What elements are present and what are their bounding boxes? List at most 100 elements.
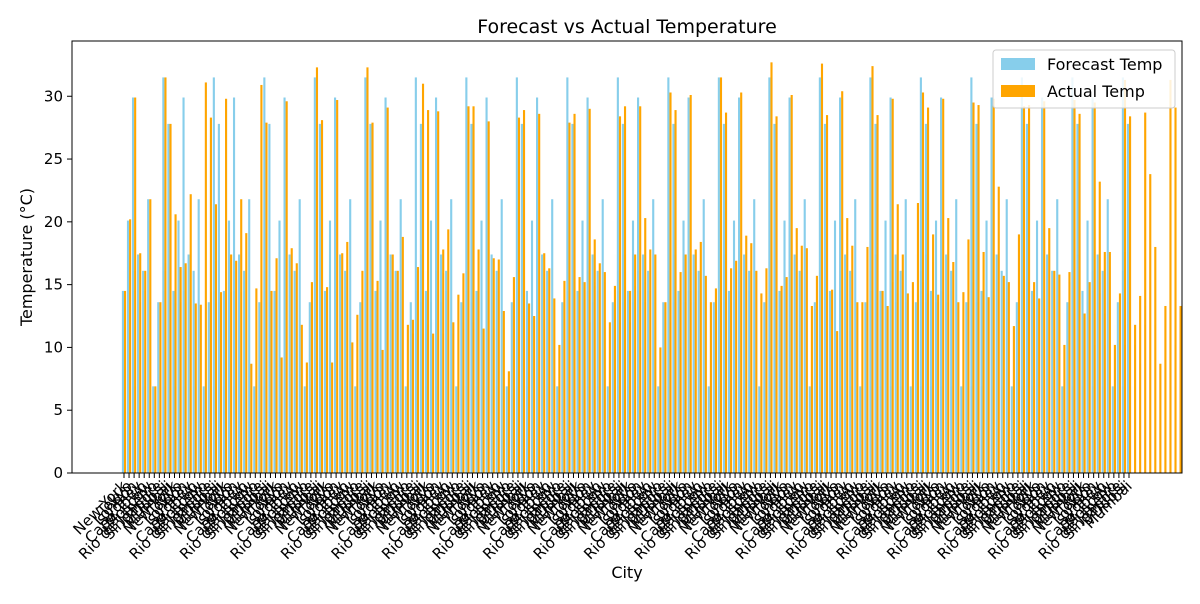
actual-bar	[588, 108, 591, 473]
actual-bar	[331, 362, 334, 473]
actual-bars-group	[124, 62, 1182, 474]
actual-bar	[760, 293, 763, 473]
actual-bar	[709, 302, 712, 473]
actual-bar	[295, 263, 298, 473]
actual-bar	[255, 288, 258, 473]
forecast-bar	[652, 199, 655, 474]
actual-bar	[598, 263, 601, 473]
forecast-bar	[768, 77, 771, 474]
forecast-bar	[1030, 290, 1034, 473]
actual-bar	[765, 268, 768, 473]
forecast-bar	[1106, 199, 1109, 474]
actual-bar	[1053, 270, 1056, 473]
forecast-bar	[536, 97, 539, 473]
forecast-bar	[1121, 77, 1124, 474]
actual-bar	[159, 302, 162, 473]
actual-bar	[987, 297, 990, 473]
actual-bar	[245, 233, 248, 473]
actual-bar	[997, 186, 1000, 474]
forecast-bar	[722, 123, 725, 473]
actual-bar	[745, 235, 748, 473]
forecast-bar	[657, 386, 660, 473]
actual-bar	[356, 314, 359, 473]
actual-bar	[740, 92, 743, 474]
actual-bar	[487, 121, 490, 474]
actual-bar	[447, 229, 450, 473]
actual-bar	[957, 302, 960, 473]
forecast-bar	[839, 97, 842, 473]
actual-bar	[810, 305, 813, 473]
forecast-bar	[874, 123, 877, 473]
forecast-bar	[1015, 302, 1018, 473]
actual-bar	[639, 106, 642, 474]
actual-bar	[750, 243, 753, 473]
forecast-bar	[126, 220, 130, 473]
forecast-bar	[934, 220, 938, 473]
forecast-bar	[414, 77, 417, 474]
actual-bar	[654, 254, 657, 473]
forecast-bar	[556, 386, 559, 473]
actual-bar	[538, 113, 541, 473]
forecast-bar	[475, 290, 478, 473]
forecast-bar	[162, 77, 165, 474]
actual-bar	[194, 303, 197, 473]
actual-bar	[800, 245, 803, 473]
actual-bar	[1118, 293, 1122, 473]
forecast-bar	[1096, 254, 1099, 473]
forecast-bar	[702, 199, 705, 474]
actual-bar	[326, 287, 329, 473]
forecast-bar	[606, 386, 609, 473]
forecast-bar	[844, 254, 847, 473]
actual-bar	[891, 98, 894, 474]
forecast-bar	[429, 220, 433, 473]
forecast-bar	[202, 386, 205, 473]
forecast-bar	[364, 77, 367, 474]
actual-bar	[613, 285, 616, 473]
forecast-bar	[818, 77, 821, 474]
actual-bar	[528, 303, 531, 473]
actual-bar	[1129, 116, 1132, 473]
actual-bar	[199, 304, 202, 473]
actual-bar	[952, 262, 955, 473]
forecast-bar	[753, 199, 756, 474]
actual-bar	[921, 92, 925, 474]
forecast-bar	[611, 302, 614, 473]
actual-bar	[366, 67, 369, 474]
actual-bar	[881, 290, 884, 473]
forecast-bar	[940, 97, 943, 473]
actual-bar	[1134, 324, 1137, 473]
actual-bar	[583, 282, 586, 473]
actual-bar	[694, 249, 697, 473]
actual-bar	[149, 199, 152, 474]
actual-bar	[1098, 181, 1101, 473]
forecast-bar	[541, 254, 544, 473]
forecast-bar	[546, 270, 549, 473]
forecast-bar	[480, 220, 483, 473]
actual-bar	[300, 324, 303, 473]
actual-bar	[512, 277, 515, 473]
y-axis: 0 5 10 15 20 25 30	[44, 87, 72, 482]
forecast-bar	[1046, 254, 1049, 473]
actual-bar	[391, 254, 394, 473]
forecast-bar	[222, 290, 225, 473]
forecast-bar	[899, 270, 902, 473]
actual-bar	[659, 347, 662, 473]
forecast-bar	[1056, 199, 1059, 474]
actual-bar	[432, 333, 435, 473]
forecast-bar	[485, 97, 488, 473]
actual-bar	[522, 110, 526, 473]
actual-bar	[947, 218, 950, 473]
actual-bar	[341, 253, 344, 473]
forecast-bar	[344, 270, 347, 473]
forecast-bar	[854, 199, 857, 474]
actual-bar	[1154, 246, 1157, 473]
actual-bar	[230, 254, 233, 473]
actual-bar	[219, 292, 223, 473]
actual-bar	[911, 282, 914, 473]
legend: Forecast Temp Actual Temp	[992, 49, 1176, 109]
forecast-bar	[1010, 386, 1013, 473]
actual-bar	[189, 194, 192, 473]
plot-frame	[71, 40, 1183, 474]
forecast-bar	[712, 302, 715, 473]
